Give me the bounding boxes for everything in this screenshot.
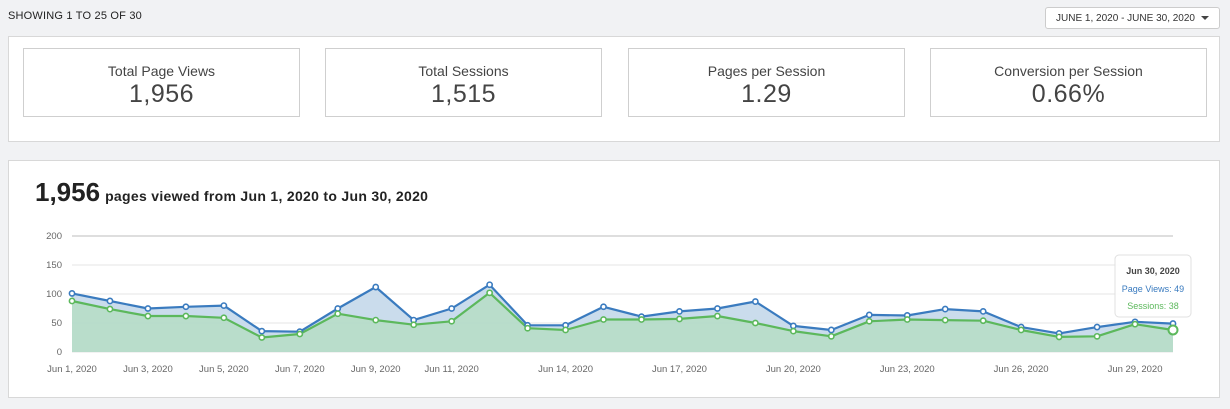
sessions-point[interactable] [600, 316, 607, 323]
top-bar: SHOWING 1 TO 25 OF 30 JUNE 1, 2020 - JUN… [0, 0, 1230, 34]
caret-down-icon [1201, 16, 1209, 20]
x-tick-label: Jun 17, 2020 [652, 364, 707, 375]
page-views-point[interactable] [865, 311, 873, 319]
page-views-point[interactable] [941, 305, 949, 313]
sessions-point[interactable] [1167, 324, 1179, 336]
headline-text: pages viewed from Jun 1, 2020 to Jun 30,… [105, 188, 429, 204]
stat-label: Conversion per Session [994, 63, 1143, 79]
sessions-point[interactable] [941, 316, 949, 324]
sessions-point[interactable] [827, 332, 835, 340]
y-tick-label: 150 [46, 260, 62, 271]
sessions-point[interactable] [182, 312, 190, 320]
page-views-line [71, 283, 1174, 335]
page-views-point[interactable] [334, 305, 342, 312]
page-views-point[interactable] [600, 303, 607, 311]
date-range-button[interactable]: JUNE 1, 2020 - JUNE 30, 2020 [1045, 7, 1220, 29]
page-views-point[interactable] [144, 305, 152, 312]
sessions-point[interactable] [258, 334, 266, 341]
sessions-point[interactable] [372, 316, 380, 324]
stat-card-sessions: Total Sessions 1,515 [325, 48, 602, 117]
stat-label: Pages per Session [707, 63, 826, 79]
stat-value: 1.29 [741, 80, 792, 108]
page-views-point[interactable] [182, 303, 190, 311]
x-tick-label: Jun 20, 2020 [766, 364, 821, 375]
page-views-point[interactable] [106, 297, 114, 305]
page-views-point[interactable] [448, 305, 456, 312]
y-tick-label: 50 [51, 318, 62, 329]
sessions-point[interactable] [789, 327, 797, 335]
sessions-point[interactable] [865, 317, 873, 325]
page-views-chart[interactable]: 0 50 100 150 200 Jun 1, 2020 Jun 3, 2020 Jun 5… [9, 161, 1219, 397]
chart-panel: 1,956 pages viewed from Jun 1, 2020 to J… [8, 160, 1220, 398]
sessions-point[interactable] [1055, 333, 1063, 341]
stat-label: Total Sessions [418, 63, 509, 79]
stat-card-conversion: Conversion per Session 0.66% [930, 48, 1207, 117]
chart-tooltip: Jun 30, 2020 Page Views: 49 Sessions: 38 [1114, 254, 1192, 318]
sessions-point[interactable] [1131, 320, 1139, 328]
sessions-point[interactable] [638, 316, 645, 323]
sessions-point[interactable] [676, 315, 683, 323]
y-tick-label: 0 [57, 347, 62, 358]
sessions-point[interactable] [410, 321, 418, 329]
stat-card-page-views: Total Page Views 1,956 [23, 48, 300, 117]
page-views-point[interactable] [486, 281, 494, 289]
page-views-point[interactable] [220, 302, 228, 309]
sessions-point[interactable] [68, 297, 76, 305]
tooltip-date: Jun 30, 2020 [1126, 266, 1180, 276]
page-views-point[interactable] [714, 305, 721, 312]
page-views-point[interactable] [676, 307, 683, 315]
stat-value: 0.66% [1031, 80, 1106, 108]
chart-headline: 1,956 pages viewed from Jun 1, 2020 to J… [35, 177, 428, 208]
page-views-point[interactable] [979, 307, 987, 315]
sessions-point[interactable] [751, 319, 759, 327]
sessions-point[interactable] [1017, 326, 1025, 334]
x-tick-label: Jun 9, 2020 [351, 364, 401, 375]
sessions-point[interactable] [448, 317, 456, 325]
y-tick-label: 100 [46, 289, 62, 300]
x-tick-label: Jun 26, 2020 [994, 364, 1049, 375]
x-tick-label: Jun 29, 2020 [1108, 364, 1163, 375]
x-tick-label: Jun 1, 2020 [47, 364, 97, 375]
date-range-label: JUNE 1, 2020 - JUNE 30, 2020 [1056, 12, 1195, 24]
tooltip-sessions: Sessions: 38 [1127, 301, 1179, 311]
sessions-point[interactable] [979, 317, 987, 325]
sessions-point[interactable] [1093, 332, 1101, 340]
sessions-point[interactable] [903, 316, 911, 323]
x-tick-label: Jun 11, 2020 [425, 364, 479, 375]
sessions-point[interactable] [714, 312, 721, 320]
sessions-point[interactable] [106, 305, 114, 313]
x-tick-label: Jun 5, 2020 [199, 364, 249, 375]
stat-card-pages-per-session: Pages per Session 1.29 [628, 48, 905, 117]
sessions-point[interactable] [524, 324, 531, 332]
stat-value: 1,515 [430, 80, 497, 108]
sessions-point[interactable] [296, 330, 304, 338]
stat-label: Total Page Views [107, 63, 216, 79]
sessions-point[interactable] [334, 310, 342, 318]
sessions-point[interactable] [144, 312, 152, 320]
page-views-point[interactable] [68, 290, 76, 297]
x-tick-label: Jun 14, 2020 [538, 364, 593, 375]
x-tick-label: Jun 3, 2020 [123, 364, 173, 375]
sessions-point[interactable] [220, 314, 228, 322]
stats-panel: Total Page Views 1,956 Total Sessions 1,… [8, 36, 1220, 142]
sessions-area [72, 292, 1173, 352]
page-views-point[interactable] [751, 298, 759, 305]
x-tick-label: Jun 23, 2020 [880, 364, 935, 375]
y-tick-label: 200 [46, 231, 62, 242]
sessions-point[interactable] [562, 326, 569, 334]
tooltip-box [1114, 254, 1192, 318]
sessions-line [71, 291, 1174, 339]
x-tick-label: Jun 7, 2020 [275, 364, 325, 375]
page-views-point[interactable] [372, 283, 380, 291]
sessions-point[interactable] [486, 289, 494, 297]
page-views-point[interactable] [1093, 323, 1101, 331]
page-views-point[interactable] [827, 326, 835, 334]
page-views-point[interactable] [258, 327, 266, 335]
tooltip-page-views: Page Views: 49 [1122, 284, 1184, 294]
stat-value: 1,956 [128, 80, 195, 108]
showing-count: SHOWING 1 TO 25 OF 30 [8, 10, 142, 22]
headline-count: 1,956 [35, 177, 101, 207]
